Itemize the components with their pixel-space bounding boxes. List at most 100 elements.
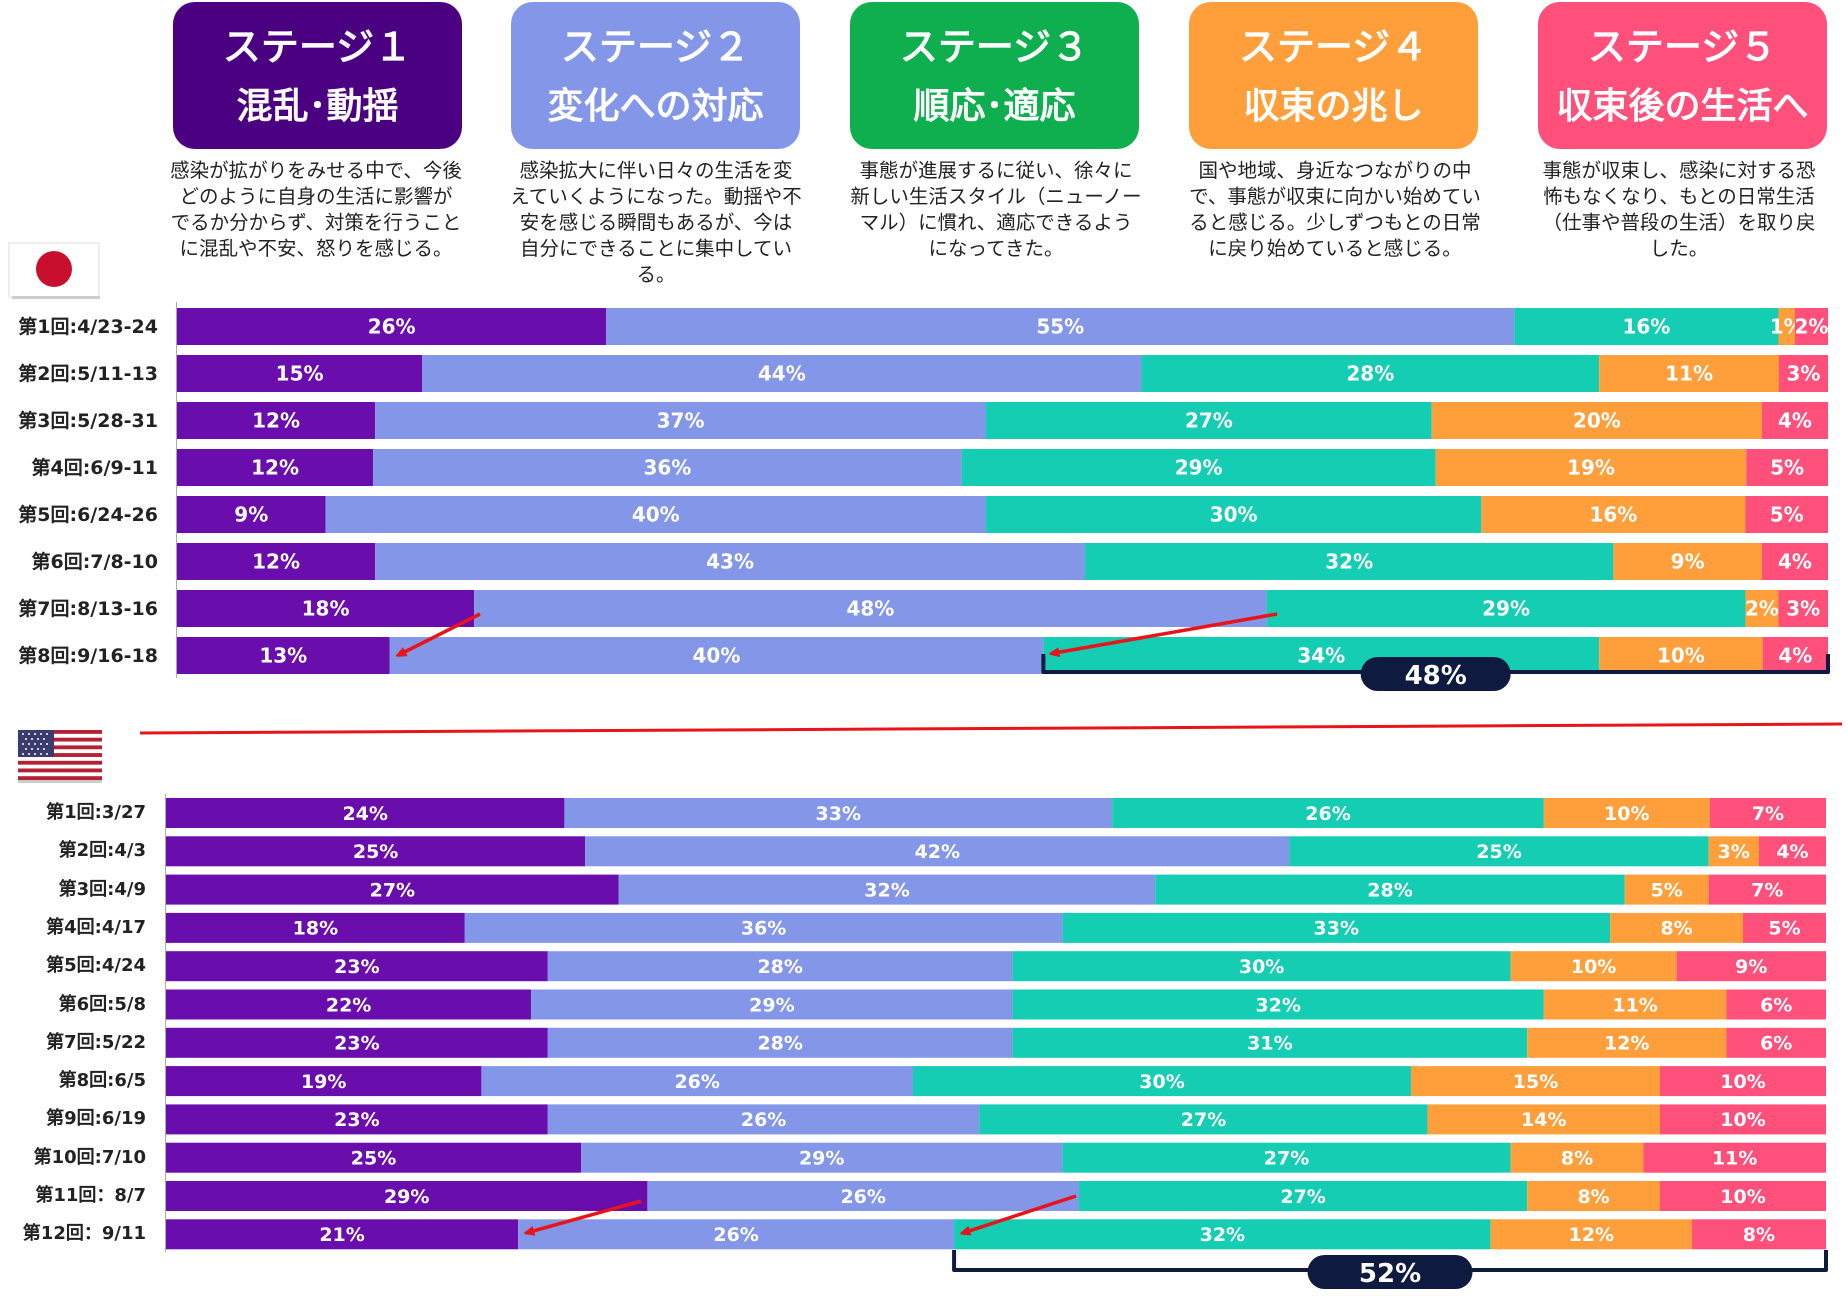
jp-bar-row1-stage1 — [177, 308, 607, 345]
jp-value-label-row7-stage1: 18% — [302, 597, 350, 621]
jp-value-label-row6-stage4: 9% — [1671, 550, 1705, 574]
us-value-label-row1-stage3: 26% — [1305, 803, 1350, 825]
us-bar-row4-stage4 — [1610, 912, 1743, 943]
us-bar-row1-stage4 — [1543, 798, 1710, 828]
us-value-label-row9-stage3: 27% — [1181, 1109, 1226, 1131]
us-category-label-6: 第6回:5/8 — [58, 993, 146, 1015]
jp-value-label-row4-stage4: 19% — [1567, 456, 1615, 480]
us-bar-row3-stage5 — [1708, 874, 1826, 905]
us-value-label-row7-stage4: 12% — [1604, 1033, 1649, 1055]
us-bar-row8-stage1 — [166, 1066, 482, 1097]
jp-value-label-row5-stage5: 5% — [1770, 503, 1804, 527]
us-bar-row10-stage3 — [1062, 1142, 1511, 1173]
jp-bar-row8-stage1 — [177, 637, 390, 674]
us-value-label-row5-stage3: 30% — [1239, 956, 1284, 978]
us-value-label-row12-stage1: 21% — [319, 1224, 364, 1246]
jp-bar-row2-stage2 — [422, 355, 1142, 392]
us-bar-row9-stage2 — [547, 1104, 980, 1135]
us-bracket-pill — [1307, 1255, 1473, 1289]
stage-2-subtitle: 変化への対応 — [547, 86, 764, 127]
us-value-label-row9-stage5: 10% — [1720, 1109, 1765, 1131]
jp-value-label-row7-stage4: 2% — [1745, 597, 1779, 621]
jp-category-label-8: 第8回:9/16-18 — [18, 644, 158, 667]
us-value-label-row2-stage4: 3% — [1718, 841, 1750, 863]
us-bar-row7-stage3 — [1012, 1027, 1528, 1058]
stage-3-description: 事態が進展するに従い、徐々に新しい生活スタイル（ニューノーマル）に慣れ、適応でき… — [850, 159, 1142, 260]
jp-trend-arrow-2 — [1057, 612, 1278, 653]
us-bar-row3-stage4 — [1624, 874, 1709, 905]
jp-bar-row7-stage4 — [1745, 590, 1779, 627]
us-value-label-row2-stage2: 42% — [915, 841, 960, 863]
us-bar-row6-stage5 — [1726, 989, 1826, 1020]
us-value-label-row2-stage3: 25% — [1476, 841, 1521, 863]
us-value-label-row5-stage2: 28% — [757, 956, 802, 978]
jp-bracket-total-label: 48% — [1405, 661, 1467, 691]
us-bar-row4-stage2 — [464, 912, 1063, 943]
jp-bar-row4-stage3 — [961, 449, 1436, 486]
us-value-label-row12-stage3: 32% — [1200, 1224, 1245, 1246]
us-bar-row9-stage3 — [979, 1104, 1428, 1135]
jp-bar-row4-stage1 — [177, 449, 374, 486]
stage-1-card: ステージ１ 混乱･動揺 — [173, 2, 462, 149]
jp-bar-row1-stage5 — [1794, 308, 1828, 345]
jp-value-label-row3-stage1: 12% — [252, 409, 300, 433]
us-bar-row1-stage1 — [166, 798, 565, 828]
stage-4-card: ステージ４ 収束の兆し — [1189, 2, 1478, 149]
us-value-label-row6-stage5: 6% — [1760, 994, 1792, 1016]
us-value-label-row9-stage2: 26% — [741, 1109, 786, 1131]
us-bar-row2-stage4 — [1708, 836, 1759, 867]
jp-category-label-1: 第1回:4/23-24 — [18, 315, 158, 338]
stage-1-subtitle: 混乱･動揺 — [236, 86, 399, 127]
jp-bar-row6-stage2 — [375, 543, 1086, 580]
us-value-label-row1-stage1: 24% — [342, 803, 387, 825]
jp-bar-row5-stage5 — [1745, 496, 1828, 533]
us-value-label-row12-stage4: 12% — [1569, 1224, 1614, 1246]
us-bar-row2-stage2 — [585, 836, 1290, 867]
stage-5-title: ステージ５ — [1587, 25, 1778, 69]
us-value-label-row3-stage5: 7% — [1751, 879, 1783, 901]
us-value-label-row4-stage1: 18% — [293, 918, 338, 940]
jp-category-label-3: 第3回:5/28-31 — [18, 409, 158, 432]
jp-bar-row2-stage1 — [177, 355, 423, 392]
us-value-label-row1-stage2: 33% — [816, 803, 861, 825]
us-value-label-row11-stage1: 29% — [384, 1186, 429, 1208]
us-value-label-row1-stage5: 7% — [1752, 803, 1784, 825]
us-value-label-row6-stage1: 22% — [326, 994, 371, 1016]
us-bar-row8-stage2 — [481, 1066, 913, 1097]
us-value-label-row4-stage4: 8% — [1660, 918, 1692, 940]
jp-bar-row2-stage3 — [1141, 355, 1600, 392]
us-value-label-row5-stage5: 9% — [1735, 956, 1767, 978]
us-bar-row11-stage1 — [166, 1181, 648, 1211]
us-value-label-row12-stage5: 8% — [1743, 1224, 1775, 1246]
us-value-label-row9-stage4: 14% — [1521, 1109, 1566, 1131]
us-value-label-row11-stage4: 8% — [1577, 1186, 1609, 1208]
jp-value-label-row2-stage5: 3% — [1786, 362, 1820, 386]
us-bar-row8-stage3 — [913, 1066, 1411, 1097]
jp-value-label-row5-stage4: 16% — [1589, 503, 1637, 527]
jp-value-label-row1-stage2: 55% — [1036, 315, 1084, 339]
us-bar-row4-stage3 — [1062, 912, 1611, 943]
us-bar-row10-stage1 — [166, 1142, 581, 1173]
usa-flag-icon — [18, 730, 102, 783]
us-bar-row5-stage4 — [1510, 951, 1677, 982]
stage-2-title: ステージ２ — [560, 25, 751, 69]
us-bar-row5-stage5 — [1676, 951, 1826, 982]
us-bar-row11-stage5 — [1660, 1181, 1826, 1211]
us-bar-row1-stage2 — [564, 798, 1113, 828]
us-bar-row7-stage2 — [547, 1027, 1013, 1058]
us-value-label-row4-stage2: 36% — [741, 918, 786, 940]
jp-bar-row4-stage4 — [1435, 449, 1747, 486]
us-bar-row3-stage2 — [618, 874, 1156, 905]
jp-category-label-6: 第6回:7/8-10 — [31, 550, 158, 573]
jp-bar-row7-stage3 — [1266, 590, 1746, 627]
jp-value-label-row3-stage3: 27% — [1185, 409, 1233, 433]
us-bar-row7-stage4 — [1527, 1027, 1727, 1058]
jp-bar-row4-stage5 — [1746, 449, 1828, 486]
jp-bar-row2-stage4 — [1599, 355, 1779, 392]
us-category-label-12: 第12回：9/11 — [22, 1223, 146, 1245]
us-value-label-row1-stage4: 10% — [1604, 803, 1649, 825]
jp-value-label-row7-stage3: 29% — [1482, 597, 1530, 621]
us-bar-row10-stage5 — [1643, 1142, 1826, 1173]
jp-value-label-row6-stage2: 43% — [706, 550, 754, 574]
jp-bar-row8-stage5 — [1762, 637, 1828, 674]
